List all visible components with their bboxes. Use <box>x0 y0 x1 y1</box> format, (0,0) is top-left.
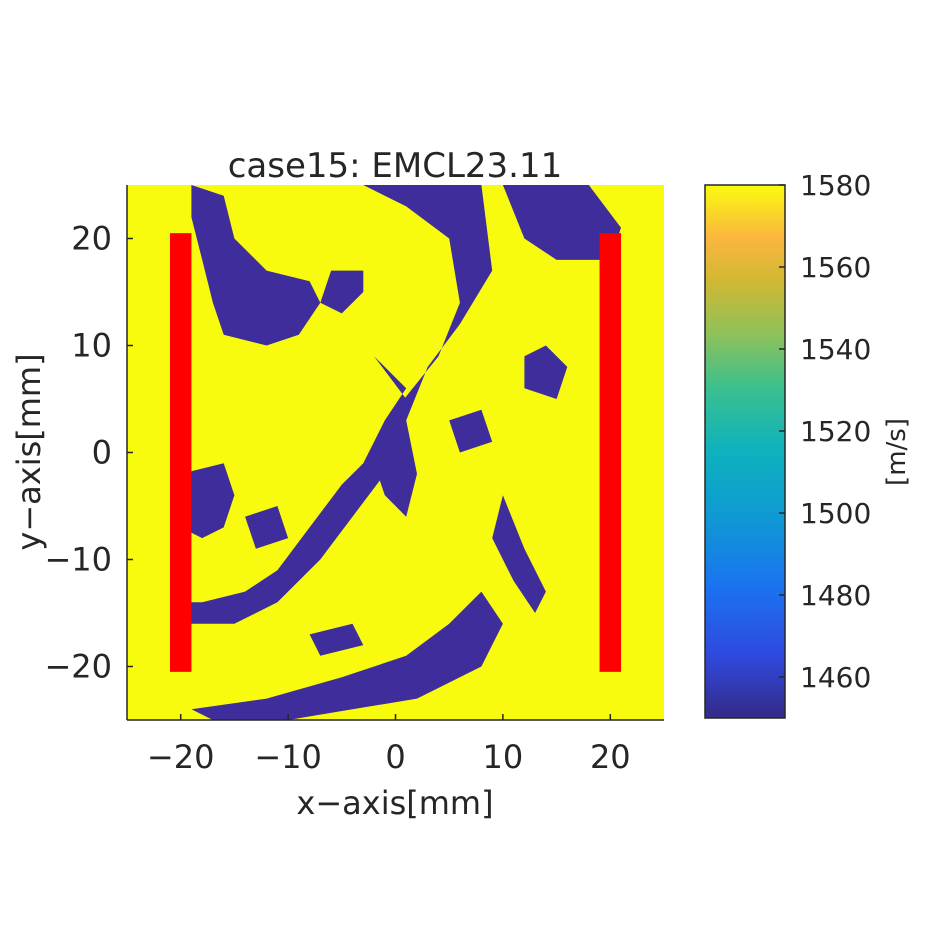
region-lower-band <box>191 591 503 720</box>
region-top-center <box>363 185 493 517</box>
x-axis-label: x−axis[mm] <box>296 784 493 822</box>
region-right-upper <box>502 185 621 260</box>
colorbar-ticks: 1580 1560 1540 1520 1500 1480 1460 <box>779 169 871 694</box>
chart-title: case15: EMCL23.11 <box>228 146 563 186</box>
region-upper-left <box>191 185 321 346</box>
region-center-ribbon <box>180 356 407 624</box>
region-upper-middle <box>320 270 364 314</box>
x-ticks: −20 −10 0 10 20 <box>147 714 631 776</box>
y-tick-label: 20 <box>71 220 112 258</box>
x-tick-label: −10 <box>254 738 322 776</box>
y-tick-label: −10 <box>44 541 112 579</box>
y-tick-label: 0 <box>92 434 112 472</box>
region-mid-left-blob <box>245 506 289 549</box>
region-upper-right-blob <box>524 345 568 399</box>
x-tick-label: 10 <box>483 738 524 776</box>
plot-area <box>127 185 664 720</box>
y-tick-label: 10 <box>71 327 112 365</box>
region-mid-lower-blob <box>309 623 364 656</box>
colorbar-tick-label: 1540 <box>800 333 871 366</box>
colorbar-tick-label: 1560 <box>800 251 871 284</box>
region-right-lower <box>492 495 546 613</box>
colorbar <box>704 184 786 719</box>
region-left-lobe <box>180 463 235 539</box>
y-axis-label: y−axis[mm] <box>10 353 48 550</box>
y-tick-label: −20 <box>44 648 112 686</box>
colorbar-tick-label: 1520 <box>800 415 871 448</box>
right-transducer <box>599 233 622 672</box>
region-center-right-blob <box>449 409 493 453</box>
x-tick-label: 0 <box>385 738 405 776</box>
low-speed-regions <box>180 185 621 720</box>
colorbar-label: [m/s] <box>882 418 912 486</box>
x-tick-label: −20 <box>147 738 215 776</box>
colorbar-tick-label: 1480 <box>800 579 871 612</box>
left-transducer <box>169 233 192 672</box>
x-tick-label: 20 <box>590 738 631 776</box>
colorbar-tick-label: 1500 <box>800 497 871 530</box>
transducer-overlays <box>169 233 622 672</box>
colorbar-tick-label: 1580 <box>800 169 871 202</box>
y-ticks: 20 10 0 −10 −20 <box>44 220 133 686</box>
colorbar-tick-label: 1460 <box>800 661 871 694</box>
